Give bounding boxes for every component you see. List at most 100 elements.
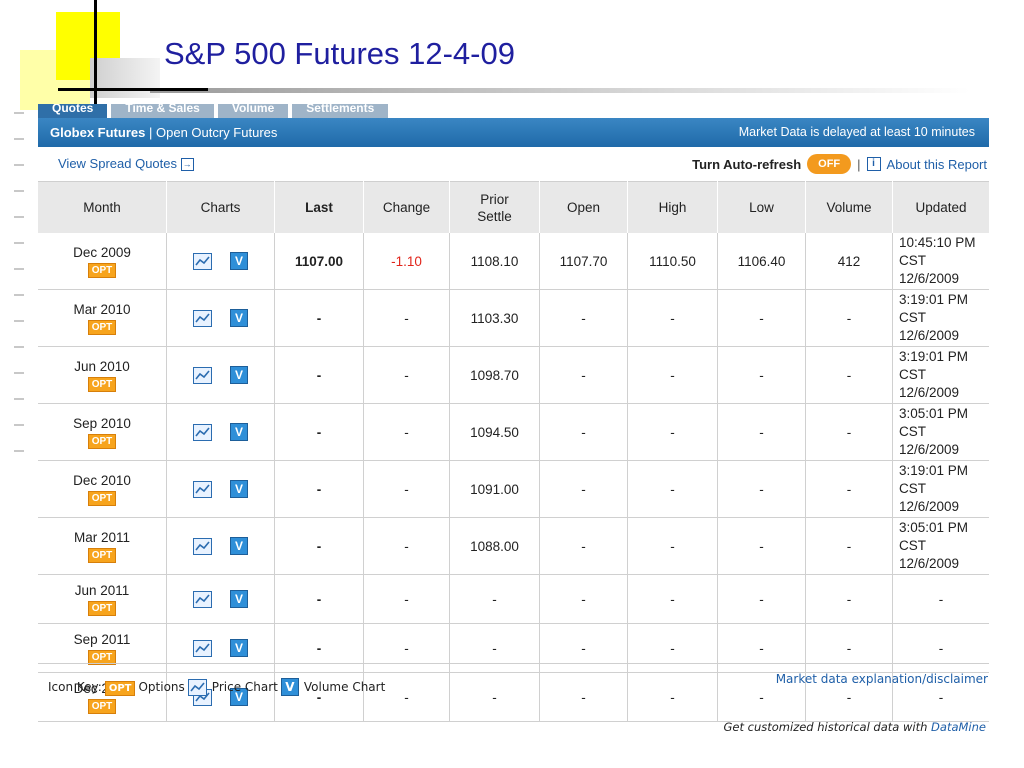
options-button[interactable]: OPT: [87, 547, 117, 563]
price-chart-icon[interactable]: [193, 252, 212, 270]
high-cell: -: [627, 672, 718, 722]
custom-data-text: Get customized historical data with: [723, 720, 928, 734]
volume-chart-icon[interactable]: V: [230, 480, 248, 498]
month-cell: Mar 2011 OPT: [38, 517, 167, 575]
price-chart-icon: [187, 678, 207, 696]
volume-chart-icon[interactable]: V: [230, 537, 248, 555]
tab-settlements[interactable]: Settlements: [292, 104, 389, 118]
change-cell: -: [363, 517, 450, 575]
delay-notice: Market Data is delayed at least 10 minut…: [738, 125, 975, 139]
left-edge-marks: [14, 112, 24, 467]
price-chart-icon[interactable]: [193, 590, 212, 608]
open-cell: 1107.70: [539, 233, 628, 290]
charts-cell: V: [166, 346, 275, 404]
price-chart-icon[interactable]: [193, 423, 212, 441]
options-button[interactable]: OPT: [87, 600, 117, 616]
volume-chart-label: Volume Chart: [303, 680, 386, 694]
volume-chart-icon[interactable]: V: [230, 366, 248, 384]
table-row: Jun 2010 OPT V - -1098.70- - - -3:19:01 PM CST 1…: [38, 346, 989, 404]
toolbar-divider: |: [857, 156, 861, 172]
updated-date: 12/6/2009: [899, 442, 960, 457]
month-cell: Jun 2010 OPT: [38, 346, 167, 404]
volume-chart-icon[interactable]: V: [230, 590, 248, 608]
price-chart-icon[interactable]: [193, 309, 212, 327]
tab-time-sales[interactable]: Time & Sales: [111, 104, 214, 118]
updated-date: 12/6/2009: [899, 385, 960, 400]
tab-volume[interactable]: Volume: [217, 104, 289, 118]
last-cell: -: [274, 623, 364, 673]
decor-vertical-line: [94, 0, 97, 112]
table-row: Dec 2009 OPT V 1107.00 -1.10 1108.10 1107.70 11…: [38, 233, 989, 290]
low-cell: -: [717, 403, 806, 461]
volume-cell: -: [805, 460, 893, 518]
auto-refresh-toggle[interactable]: OFF: [807, 154, 852, 174]
open-cell: -: [539, 289, 628, 347]
options-button[interactable]: OPT: [87, 262, 117, 278]
volume-chart-icon[interactable]: V: [230, 423, 248, 441]
month-cell: Jun 2011 OPT: [38, 574, 167, 624]
low-cell: -: [717, 346, 806, 404]
options-button[interactable]: OPT: [87, 433, 117, 449]
updated-time: 10:45:10 PM CST: [899, 235, 976, 268]
volume-cell: 412: [805, 233, 893, 290]
price-chart-label: Price Chart: [211, 680, 278, 694]
slide-title: S&P 500 Futures 12-4-09: [164, 36, 515, 71]
prior-settle-cell: -: [449, 623, 540, 673]
info-icon[interactable]: i: [866, 157, 881, 171]
low-cell: -: [717, 289, 806, 347]
view-spread-quotes-link[interactable]: View Spread Quotes →: [58, 156, 194, 172]
datamine-link[interactable]: DataMine: [931, 720, 986, 734]
table-row: Jun 2011 OPT V - - - - - - - -: [38, 574, 989, 624]
quotes-table: Month Charts Last Change Prior Settle Op…: [38, 181, 989, 722]
updated-cell: 3:05:01 PM CST 12/6/2009: [892, 517, 989, 575]
open-cell: -: [539, 574, 628, 624]
month-label: Sep 2010: [73, 415, 131, 431]
volume-chart-icon[interactable]: V: [230, 309, 248, 327]
options-button[interactable]: OPT: [87, 490, 117, 506]
low-cell: -: [717, 672, 806, 722]
charts-cell: V: [166, 403, 275, 461]
price-chart-icon[interactable]: [193, 480, 212, 498]
high-cell: -: [627, 403, 718, 461]
sub-toolbar: View Spread Quotes → Turn Auto-refresh O…: [38, 148, 989, 181]
price-chart-icon[interactable]: [193, 537, 212, 555]
volume-chart-icon[interactable]: V: [230, 688, 248, 706]
open-outcry-link[interactable]: Open Outcry Futures: [156, 125, 278, 140]
options-button[interactable]: OPT: [87, 649, 117, 665]
open-cell: -: [539, 672, 628, 722]
price-chart-icon[interactable]: [193, 366, 212, 384]
high-cell: -: [627, 623, 718, 673]
table-row: Mar 2011 OPT V - -1088.00- - - -3:05:01 PM CST 1…: [38, 517, 989, 575]
header-bar: Globex Futures | Open Outcry Futures Mar…: [38, 118, 989, 147]
month-label: Jun 2011: [74, 582, 130, 598]
globex-futures-link[interactable]: Globex Futures: [50, 125, 146, 140]
month-cell: Mar 2010 OPT: [38, 289, 167, 347]
high-cell: -: [627, 517, 718, 575]
change-cell: -: [363, 672, 450, 722]
bottom-divider: [38, 663, 989, 664]
volume-cell: -: [805, 346, 893, 404]
options-button[interactable]: OPT: [87, 376, 117, 392]
options-button[interactable]: OPT: [87, 319, 117, 335]
open-cell: -: [539, 346, 628, 404]
decor-gray-gradient: [90, 58, 160, 98]
about-report-link[interactable]: About this Report: [886, 156, 987, 172]
prior-settle-cell: -: [449, 574, 540, 624]
volume-chart-icon[interactable]: V: [230, 252, 248, 270]
month-cell: Sep 2011 OPT: [38, 623, 167, 673]
volume-cell: -: [805, 403, 893, 461]
tab-quotes[interactable]: Quotes: [38, 104, 108, 118]
open-cell: -: [539, 403, 628, 461]
last-cell: -: [274, 460, 364, 518]
col-charts: Charts: [166, 181, 275, 233]
spread-quotes-label: View Spread Quotes: [58, 156, 177, 171]
month-label: Jun 2010: [74, 358, 130, 374]
options-button[interactable]: OPT: [87, 698, 117, 714]
volume-chart-icon[interactable]: V: [230, 639, 248, 657]
price-chart-icon[interactable]: [193, 639, 212, 657]
charts-cell: V: [166, 623, 275, 673]
auto-refresh-controls: Turn Auto-refresh OFF | i About this Rep…: [692, 154, 987, 174]
col-updated: Updated: [892, 181, 989, 233]
prior-settle-cell: 1098.70: [449, 346, 540, 404]
disclaimer-link[interactable]: Market data explanation/disclaimer: [775, 672, 988, 686]
